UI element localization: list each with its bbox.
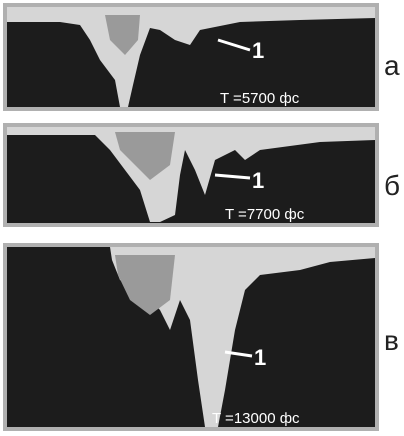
time-label: T =7700 фс (225, 206, 305, 223)
panel-a: 1 T =5700 фс (3, 3, 379, 111)
surface (7, 7, 375, 107)
marker-arrow (214, 173, 251, 180)
marker-arrow (217, 38, 251, 52)
time-label: T =13000 фс (212, 410, 300, 427)
surface (7, 127, 375, 222)
surface-region (115, 255, 175, 315)
panel-b: 1 T =7700 фс (3, 123, 379, 227)
surface-region (115, 132, 175, 180)
panel-c: 1 T =13000 фс (3, 243, 379, 431)
marker-label: 1 (252, 38, 264, 63)
panel-letter: б (384, 170, 400, 201)
marker-label: 1 (254, 345, 266, 370)
surface-region (105, 15, 140, 55)
surface (110, 247, 375, 427)
panel-letter: в (384, 325, 399, 356)
marker-label: 1 (252, 168, 264, 193)
time-label: T =5700 фс (220, 90, 300, 107)
panel-letter: а (384, 50, 400, 81)
marker-arrow (224, 350, 253, 358)
